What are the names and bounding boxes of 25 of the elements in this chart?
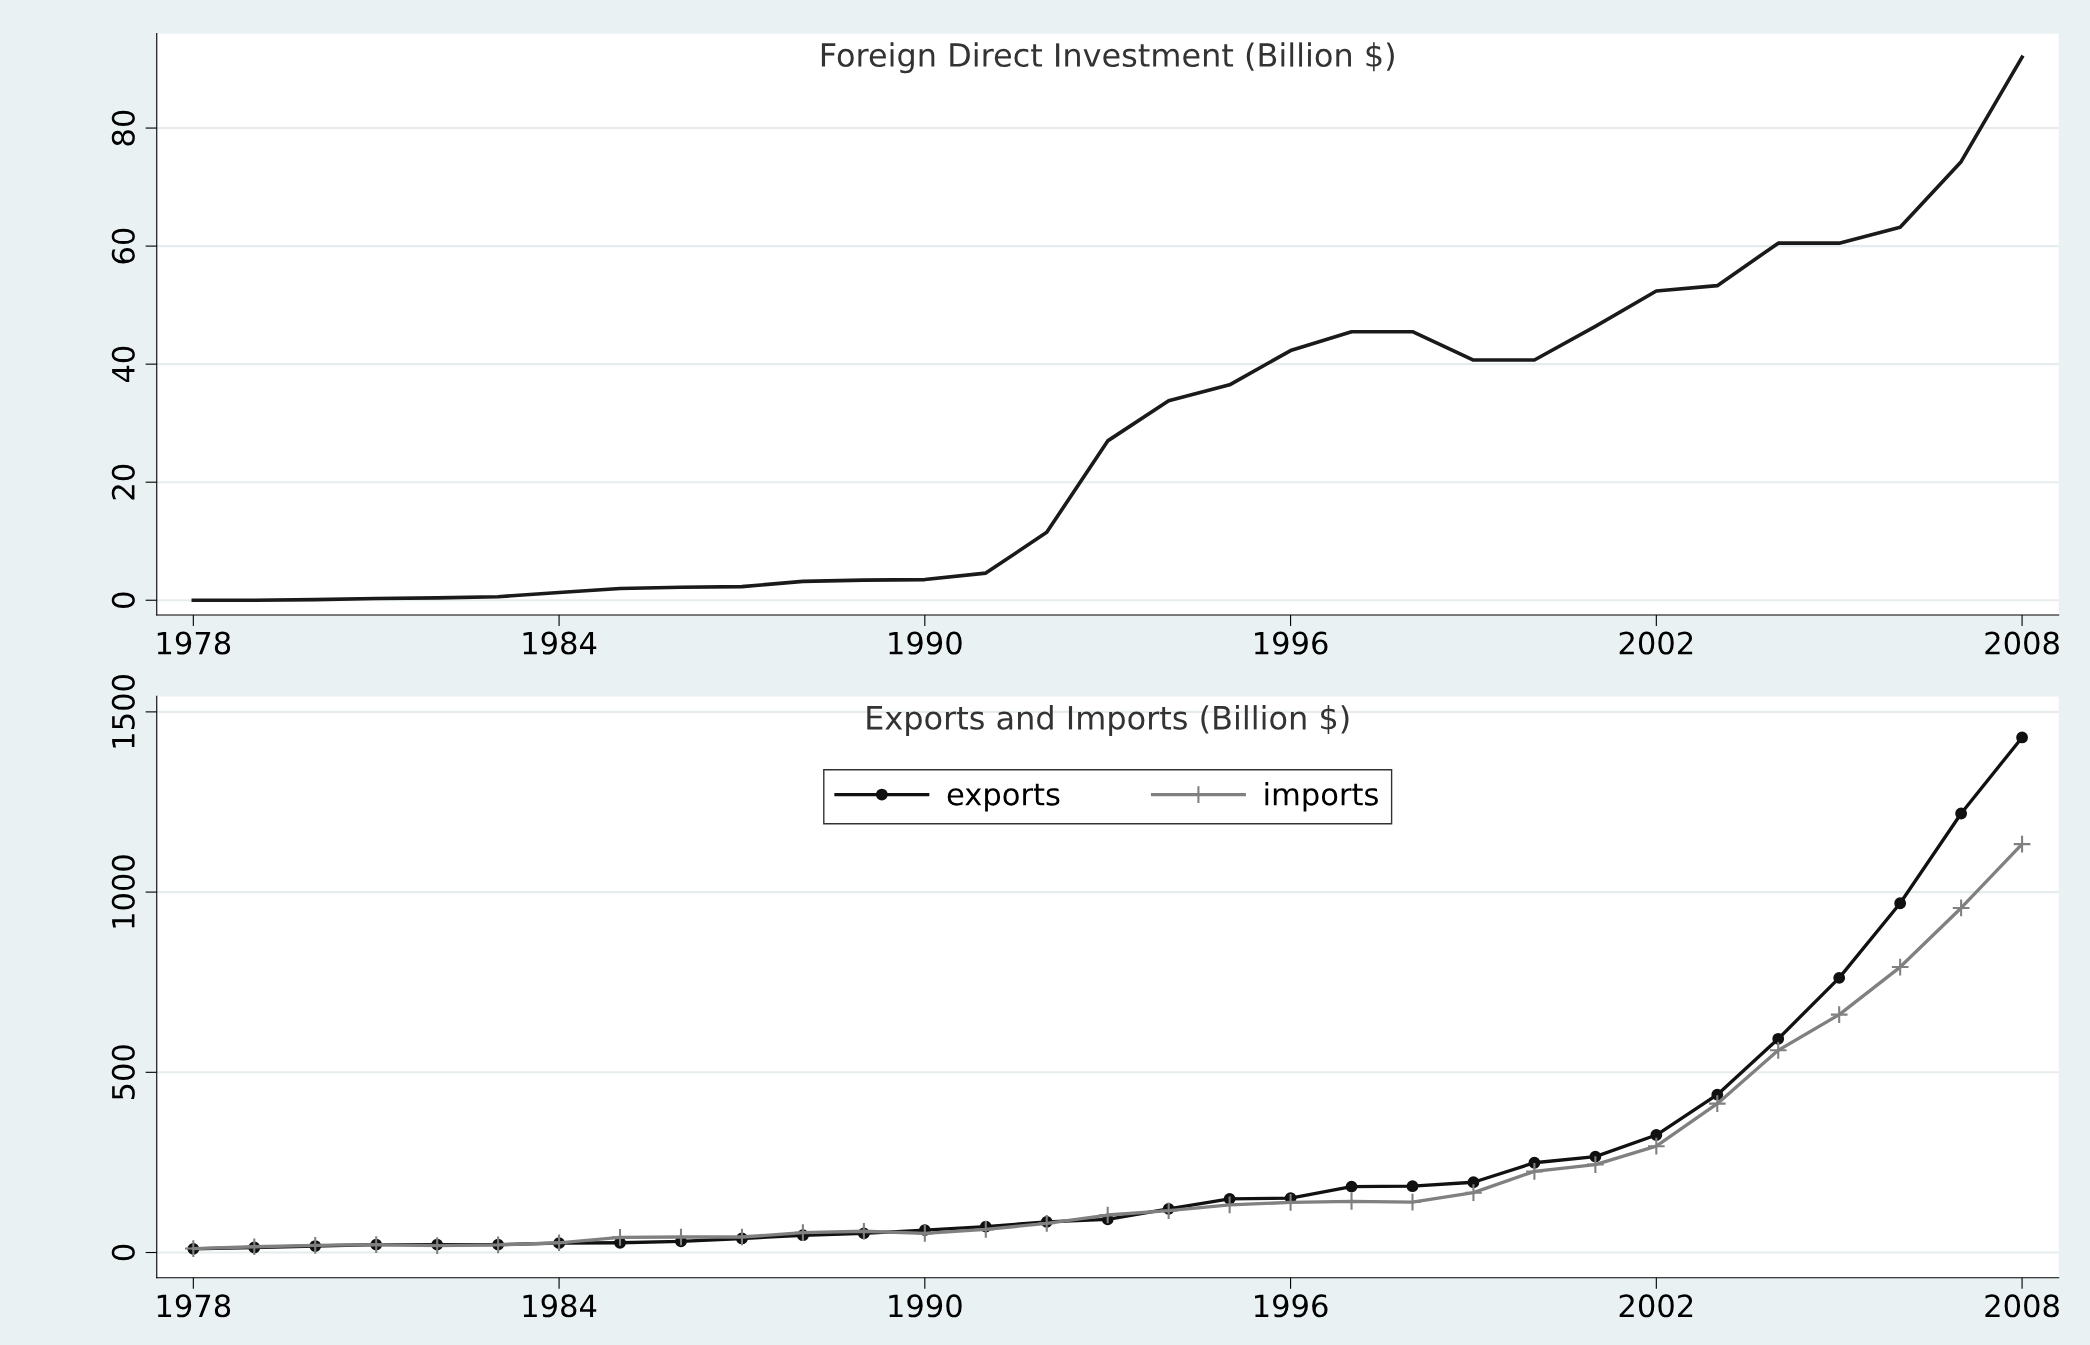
y-tick-label: 40 xyxy=(111,346,135,383)
x-tick-label: 1978 xyxy=(157,631,231,655)
x-tick-label: 1990 xyxy=(889,1294,962,1318)
x-tick-label: 1984 xyxy=(523,1294,597,1318)
x-tick-label: 1984 xyxy=(523,631,597,655)
y-tick-label: 500 xyxy=(111,1045,135,1100)
legend-label: imports xyxy=(1265,782,1378,812)
y-tick-label: 80 xyxy=(111,110,135,146)
y-tick-label: 0 xyxy=(111,1244,135,1261)
chart-title: Foreign Direct Investment (Billion $) xyxy=(821,42,1394,74)
legend-label: exports xyxy=(947,783,1060,812)
y-tick-label: 0 xyxy=(111,592,135,608)
y-tick-label: 20 xyxy=(111,464,135,500)
x-tick-label: 2008 xyxy=(1985,631,2059,655)
x-tick-label: 1978 xyxy=(157,1294,231,1318)
y-tick-label: 1500 xyxy=(111,675,135,748)
y-tick-label: 1000 xyxy=(111,855,135,928)
x-tick-label: 2002 xyxy=(1619,631,1693,655)
y-tick-label: 60 xyxy=(111,228,135,264)
chart-title: Exports and Imports (Billion $) xyxy=(867,705,1349,737)
x-tick-label: 1996 xyxy=(1255,631,1328,655)
x-tick-label: 1996 xyxy=(1255,1294,1328,1318)
x-tick-label: 2008 xyxy=(1985,1294,2059,1318)
x-tick-label: 2002 xyxy=(1619,1294,1693,1318)
x-tick-label: 1990 xyxy=(889,631,962,655)
